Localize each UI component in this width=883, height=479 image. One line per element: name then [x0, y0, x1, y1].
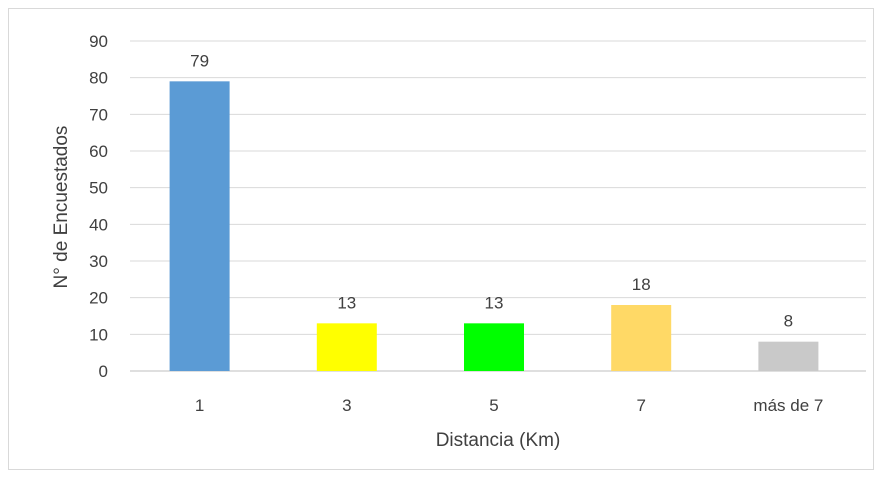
x-axis-ticks: 1 3 5 7 más de 7	[195, 396, 824, 415]
y-tick-label: 90	[89, 32, 108, 51]
y-tick-label: 0	[99, 362, 108, 381]
data-labels: 79 13 13 18 8	[190, 51, 793, 330]
bar	[611, 305, 672, 371]
y-axis-ticks: 0 10 20 30 40 50 60 70 80 90	[89, 32, 108, 381]
x-tick-label: 3	[342, 396, 351, 415]
y-tick-label: 50	[89, 179, 108, 198]
y-tick-label: 70	[89, 105, 108, 124]
bar	[316, 323, 377, 371]
bar	[758, 341, 819, 371]
y-tick-label: 20	[89, 289, 108, 308]
chart-frame	[8, 8, 874, 470]
gridlines	[130, 40, 866, 372]
x-axis-title: Distancia (Km)	[436, 430, 561, 451]
y-axis-title: N° de Encuestados	[51, 126, 72, 289]
data-label: 8	[784, 312, 793, 331]
x-tick-label: 1	[195, 396, 204, 415]
x-tick-label: más de 7	[753, 396, 823, 415]
bar	[169, 81, 230, 371]
bars	[169, 81, 819, 371]
x-tick-label: 5	[489, 396, 498, 415]
data-label: 18	[632, 275, 651, 294]
data-label: 13	[337, 293, 356, 312]
y-tick-label: 80	[89, 69, 108, 88]
y-tick-label: 30	[89, 252, 108, 271]
y-tick-label: 60	[89, 142, 108, 161]
data-label: 79	[190, 51, 209, 70]
y-tick-label: 40	[89, 215, 108, 234]
data-label: 13	[485, 293, 504, 312]
y-tick-label: 10	[89, 325, 108, 344]
bar	[464, 323, 524, 371]
x-tick-label: 7	[636, 396, 645, 415]
